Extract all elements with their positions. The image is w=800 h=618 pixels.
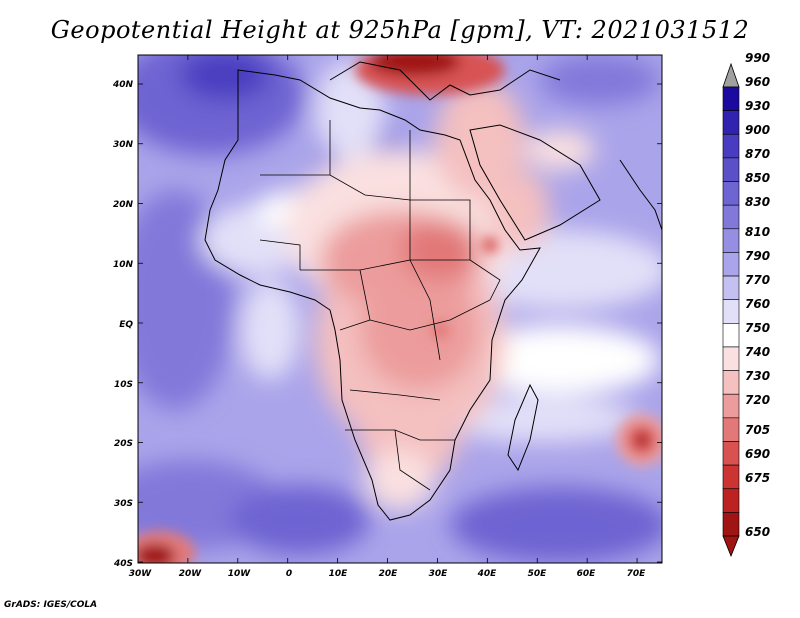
- colorbar-box: [722, 228, 740, 253]
- colorbar-label-830: 830: [745, 195, 770, 209]
- colorbar-label-720: 720: [745, 393, 770, 407]
- colorbar-label-760: 760: [745, 297, 770, 311]
- colorbar: 990 960 930 900 870 850 830 810 790 770 …: [722, 51, 770, 558]
- colorbar-box: [722, 512, 740, 537]
- colorbar-label-960: 960: [745, 75, 770, 89]
- colorbar-label-750: 750: [745, 321, 770, 335]
- colorbar-box: [722, 110, 740, 135]
- lat-label-10n: 10N: [113, 260, 134, 270]
- colorbar-top-arrow: [722, 62, 740, 88]
- colorbar-box: [722, 417, 740, 442]
- lon-label-40e: 40E: [477, 569, 498, 579]
- colorbar-box: [722, 323, 740, 348]
- lon-label-0: 0: [286, 569, 292, 579]
- lon-label-30e: 30E: [429, 569, 449, 579]
- map-title: Geopotential Height at 925hPa [gpm], VT:…: [50, 16, 750, 44]
- colorbar-label-930: 930: [745, 99, 770, 113]
- lon-label-20e: 20E: [379, 569, 399, 579]
- arabia-coastline: [469, 124, 601, 241]
- axis-ticks: [137, 55, 662, 563]
- colorbar-box: [722, 441, 740, 466]
- colorbar-label-675: 675: [745, 471, 770, 485]
- lon-label-30w: 30W: [129, 569, 153, 579]
- colorbar-label-900: 900: [745, 123, 770, 137]
- colorbar-label-650: 650: [745, 525, 770, 539]
- credit-text: GrADS: IGES/COLA: [4, 600, 98, 610]
- colorbar-label-810: 810: [745, 225, 770, 239]
- lat-label-20s: 20S: [114, 439, 133, 449]
- lon-label-10e: 10E: [329, 569, 349, 579]
- lat-label-30s: 30S: [114, 499, 133, 509]
- colorbar-box: [722, 464, 740, 490]
- coastlines: [204, 61, 662, 521]
- colorbar-label-850: 850: [745, 171, 770, 185]
- colorbar-label-740: 740: [745, 345, 770, 359]
- colorbar-box: [722, 252, 740, 277]
- india-coastline: [619, 159, 662, 231]
- colorbar-bottom-arrow: [722, 535, 740, 558]
- colorbar-label-730: 730: [745, 369, 770, 383]
- lat-label-40n: 40N: [112, 80, 134, 90]
- colorbar-box: [722, 393, 740, 419]
- lon-label-70e: 70E: [627, 569, 647, 579]
- colorbar-box: [722, 299, 740, 324]
- colorbar-label-870: 870: [745, 147, 770, 161]
- colorbar-boxes: [722, 86, 740, 537]
- colorbar-label-770: 770: [745, 273, 770, 287]
- colorbar-box: [722, 488, 740, 513]
- colorbar-label-990: 990: [745, 51, 770, 65]
- geopotential-field: [138, 55, 662, 563]
- africa-coastline: [204, 69, 541, 521]
- lat-label-10s: 10S: [114, 380, 133, 390]
- lon-label-10w: 10W: [228, 569, 252, 579]
- colorbar-label-790: 790: [745, 249, 770, 263]
- lat-label-20n: 20N: [113, 200, 134, 210]
- colorbar-label-705: 705: [745, 423, 770, 437]
- colorbar-box: [722, 133, 740, 159]
- mediterranean-north-coast: [329, 61, 561, 101]
- lat-label-40s: 40S: [113, 559, 133, 569]
- lon-label-60e: 60E: [577, 569, 597, 579]
- colorbar-box: [722, 157, 740, 182]
- colorbar-label-690: 690: [745, 447, 770, 461]
- country-borders: [259, 120, 501, 491]
- colorbar-box: [722, 86, 740, 111]
- colorbar-box: [722, 204, 740, 230]
- madagascar-coastline: [507, 383, 539, 472]
- lat-label-30n: 30N: [113, 140, 134, 150]
- colorbar-box: [722, 370, 740, 395]
- lat-label-eq: EQ: [119, 320, 133, 330]
- colorbar-box: [722, 346, 740, 371]
- lon-label-20w: 20W: [179, 569, 203, 579]
- colorbar-box: [722, 275, 740, 300]
- map-frame: [137, 54, 663, 564]
- colorbar-box: [722, 181, 740, 206]
- lon-label-50e: 50E: [528, 569, 548, 579]
